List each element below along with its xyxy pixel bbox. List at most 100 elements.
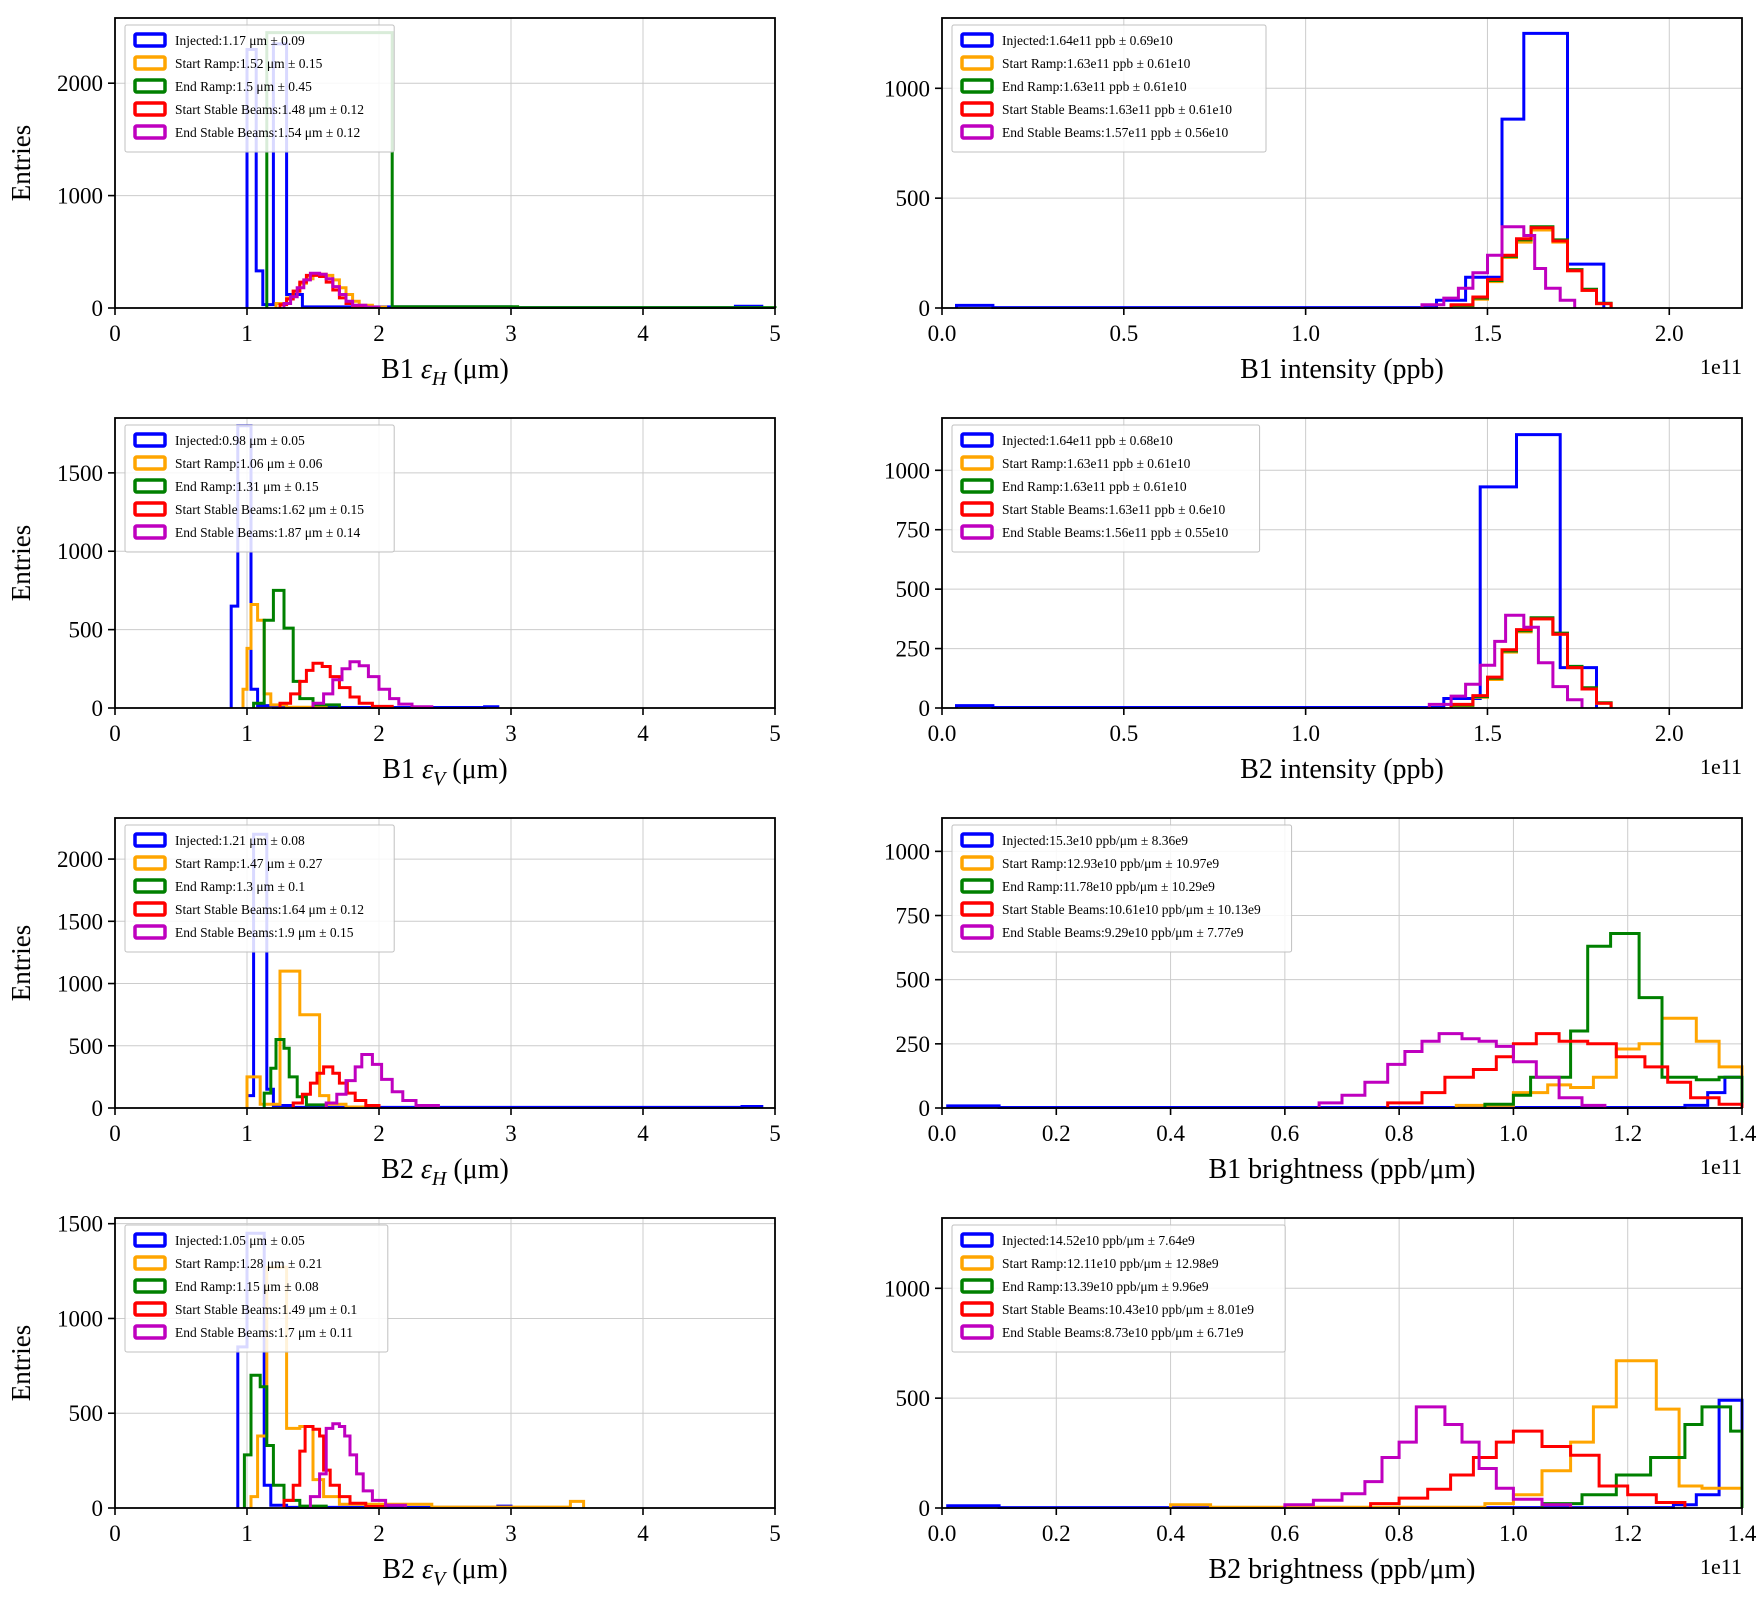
x-tick-label: 0 [109,1121,121,1146]
y-tick-label: 1000 [57,972,103,997]
y-tick-label: 500 [896,186,931,211]
legend-label: End Stable Beams:1.7 μm ± 0.11 [175,1325,353,1340]
series-injected [955,433,1598,709]
x-tick-label: 0.5 [1109,321,1138,346]
legend: Injected:15.3e10 ppb/μm ± 8.36e9 Start Ra… [951,824,1293,953]
x-tick-label: 0 [109,321,121,346]
x-tick-label: 2.0 [1655,321,1684,346]
y-tick-label: 0 [92,696,104,721]
legend-label: End Stable Beams:1.56e11 ppb ± 0.55e10 [1002,525,1229,540]
legend-box [951,824,1293,953]
x-tick-label: 4 [637,321,649,346]
x-tick-label: 0.8 [1385,1521,1414,1546]
legend-label: Start Ramp:1.52 μm ± 0.15 [175,56,323,71]
legend-label: Start Ramp:1.28 μm ± 0.21 [175,1256,322,1271]
legend-label: Start Ramp:1.63e11 ppb ± 0.61e10 [1002,456,1191,471]
x-tick-label: 0.0 [928,321,957,346]
legend-label: Start Stable Beams:10.43e10 ppb/μm ± 8.0… [1002,1302,1254,1317]
y-tick-label: 750 [896,518,931,543]
legend-swatch-start-ramp [133,55,167,71]
x-tick-label: 1.2 [1613,1121,1642,1146]
legend-label: Start Stable Beams:1.63e11 ppb ± 0.61e10 [1002,102,1232,117]
axis-ticks: 0.0 0.2 0.4 0.6 0.8 1.0 1.2 1.4 0 500 1000 [884,1276,1757,1546]
axes-frame [941,1217,1743,1509]
x-tick-label: 0.0 [928,1521,957,1546]
y-tick-label: 250 [896,637,931,662]
legend-swatch-end-ramp [960,878,994,894]
series-start-ramp [245,969,381,1109]
x-tick-label: 5 [769,1521,781,1546]
series-group [229,424,500,709]
legend-box [124,424,395,553]
x-tick-label: 1.0 [1291,321,1320,346]
legend-swatch-start-ramp [133,455,167,471]
axis-offset-label: 1e11 [1700,354,1742,379]
axis-ticks: 0 1 2 3 4 5 0 1000 2000 [57,71,781,346]
legend-swatch-start-stable-beams [133,1301,167,1317]
series-end-ramp [252,588,341,708]
series-start-stable-beams [291,1065,381,1108]
y-tick-label: 500 [896,1386,931,1411]
legend-swatch-start-ramp [133,1255,167,1271]
series-group [955,31,1613,309]
legend-label: Start Ramp:12.11e10 ppb/μm ± 12.98e9 [1002,1256,1219,1271]
legend-label: Injected:15.3e10 ppb/μm ± 8.36e9 [1002,833,1188,848]
legend-label: End Ramp:1.5 μm ± 0.45 [175,79,312,94]
y-tick-label: 500 [69,1034,104,1059]
series-group [946,932,1744,1109]
series-start-stable-beams [1449,617,1613,708]
x-tick-label: 0.6 [1270,1121,1299,1146]
x-tick-label: 5 [769,1121,781,1146]
x-tick-label: 2 [373,1521,385,1546]
y-tick-label: 500 [69,618,104,643]
axis-ticks: 0 1 2 3 4 5 0 500 1000 1500 [57,461,781,746]
x-tick-label: 0.2 [1042,1521,1071,1546]
legend-swatch-injected [960,832,994,848]
legend-box [124,24,395,153]
chart-b2-emittance-v: 0 1 2 3 4 5 0 500 1000 1500 B2 εV (μm) Entries Injec… [0,1200,880,1600]
legend-swatch-injected [960,1232,994,1248]
y-tick-label: 1000 [884,76,930,101]
series-start-stable-beams [282,1425,388,1508]
legend-label: End Ramp:1.63e11 ppb ± 0.61e10 [1002,479,1187,494]
axes-frame [114,817,776,1109]
y-axis-label: Entries [6,925,36,1001]
x-tick-label: 1.0 [1291,721,1320,746]
legend-swatch-start-ramp [960,855,994,871]
legend-label: Start Ramp:1.06 μm ± 0.06 [175,456,323,471]
chart-b1-emittance-v: 0 1 2 3 4 5 0 500 1000 1500 B1 εV (μm) Entries Injec… [0,400,880,800]
series-injected [245,832,764,1109]
series-end-stable-beams [1427,613,1584,708]
x-tick-label: 1 [241,321,253,346]
legend-label: Start Ramp:1.63e11 ppb ± 0.61e10 [1002,56,1191,71]
series-group [955,433,1613,709]
legend-label: Start Stable Beams:10.61e10 ppb/μm ± 10.… [1002,902,1261,917]
legend-swatch-start-stable-beams [133,101,167,117]
chart-b1-intensity: 0.0 0.5 1.0 1.5 2.0 0 500 1000 B1 intensity (ppb… [880,0,1760,400]
y-tick-label: 500 [896,577,931,602]
y-tick-label: 0 [919,1096,931,1121]
legend: Injected:0.98 μm ± 0.05 Start Ramp:1.06 μ… [124,424,395,553]
axes-frame [941,417,1743,709]
chart-b2-emittance-h: 0 1 2 3 4 5 0 500 1000 1500 2000 B2 εH (μm) Entries I… [0,800,880,1200]
y-tick-label: 1500 [57,1212,103,1237]
axes-frame [114,417,776,709]
series-injected [955,31,1606,309]
x-axis-label: B2 brightness (ppb/μm) [1209,1554,1476,1585]
series-start-stable-beams [278,661,394,708]
legend-label: Injected:1.21 μm ± 0.08 [175,833,305,848]
series-end-stable-beams [1283,1405,1573,1508]
x-tick-label: 0.8 [1385,1121,1414,1146]
legend-swatch-injected [133,832,167,848]
x-tick-label: 4 [637,721,649,746]
legend-label: End Ramp:1.31 μm ± 0.15 [175,479,319,494]
y-tick-label: 250 [896,1032,931,1057]
legend: Injected:14.52e10 ppb/μm ± 7.64e9 Start R… [951,1224,1286,1353]
axis-offset-label: 1e11 [1700,1554,1742,1579]
legend-swatch-end-ramp [960,78,994,94]
legend-swatch-end-stable-beams [133,1324,167,1340]
y-tick-label: 2000 [57,71,103,96]
y-tick-label: 0 [92,1096,104,1121]
y-tick-label: 1000 [57,184,103,209]
